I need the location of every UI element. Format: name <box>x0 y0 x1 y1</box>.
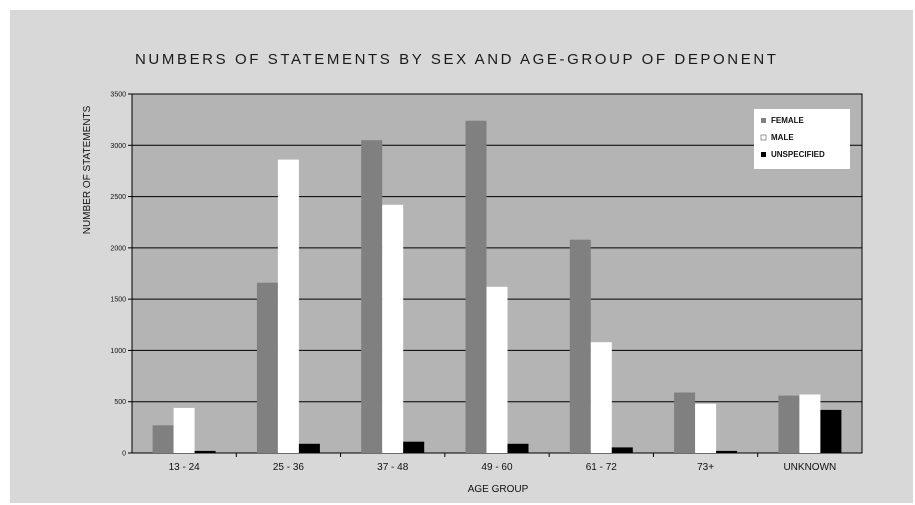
bar-female-4 <box>570 240 591 453</box>
bar-unspecified-1 <box>299 444 320 453</box>
bar-male-0 <box>174 408 195 453</box>
x-axis-label: AGE GROUP <box>468 484 529 495</box>
x-tick-label: 37 - 48 <box>377 462 409 473</box>
bar-unspecified-6 <box>820 410 841 453</box>
y-tick-label: 3000 <box>110 143 126 150</box>
bar-male-3 <box>487 287 508 453</box>
x-tick-label: 49 - 60 <box>481 462 513 473</box>
chart-title: NUMBERS OF STATEMENTS BY SEX AND AGE-GRO… <box>135 51 779 68</box>
legend-label-male: MALE <box>771 133 794 142</box>
bar-unspecified-2 <box>403 442 424 453</box>
y-tick-label: 500 <box>114 399 126 406</box>
y-tick-label: 1500 <box>110 297 126 304</box>
bar-female-1 <box>257 283 278 453</box>
bar-female-2 <box>361 140 382 453</box>
legend-swatch-male <box>761 135 766 140</box>
bar-male-4 <box>591 342 612 453</box>
bar-male-2 <box>382 205 403 453</box>
y-tick-label: 0 <box>122 451 126 458</box>
legend-label-unspecified: UNSPECIFIED <box>771 150 825 159</box>
x-tick-label: 73+ <box>697 462 714 473</box>
x-tick-label: 25 - 36 <box>273 462 305 473</box>
y-tick-label: 2000 <box>110 245 126 252</box>
y-tick-label: 1000 <box>110 348 126 355</box>
bar-male-1 <box>278 160 299 453</box>
bar-unspecified-3 <box>508 444 529 453</box>
bar-female-3 <box>466 121 487 453</box>
x-tick-label: 13 - 24 <box>169 462 201 473</box>
legend: FEMALE MALE UNSPECIFIED <box>754 109 850 169</box>
y-axis-label: NUMBER OF STATEMENTS <box>82 105 93 234</box>
chart-frame: NUMBERS OF STATEMENTS BY SEX AND AGE-GRO… <box>10 10 913 503</box>
x-tick-label: UNKNOWN <box>783 462 836 473</box>
bar-unspecified-4 <box>612 447 633 453</box>
y-tick-label: 3500 <box>110 92 126 99</box>
x-tick-label: 61 - 72 <box>586 462 618 473</box>
legend-swatch-female <box>761 118 766 123</box>
bar-unspecified-5 <box>716 451 737 453</box>
y-tick-label: 2500 <box>110 194 126 201</box>
legend-swatch-unspecified <box>761 152 766 157</box>
x-axis-ticks: 13 - 24 25 - 36 37 - 48 49 - 60 61 - 72 73+ UN… <box>169 453 837 473</box>
bar-unspecified-0 <box>195 451 216 453</box>
bar-chart: NUMBERS OF STATEMENTS BY SEX AND AGE-GRO… <box>10 10 913 503</box>
bar-female-5 <box>674 393 695 454</box>
y-axis-ticks: 0 500 1000 1500 2000 2500 3000 3500 <box>110 92 132 458</box>
bar-male-5 <box>695 404 716 453</box>
bar-female-0 <box>153 425 174 453</box>
legend-label-female: FEMALE <box>771 116 805 125</box>
bar-male-6 <box>799 395 820 454</box>
bar-female-6 <box>778 396 799 453</box>
